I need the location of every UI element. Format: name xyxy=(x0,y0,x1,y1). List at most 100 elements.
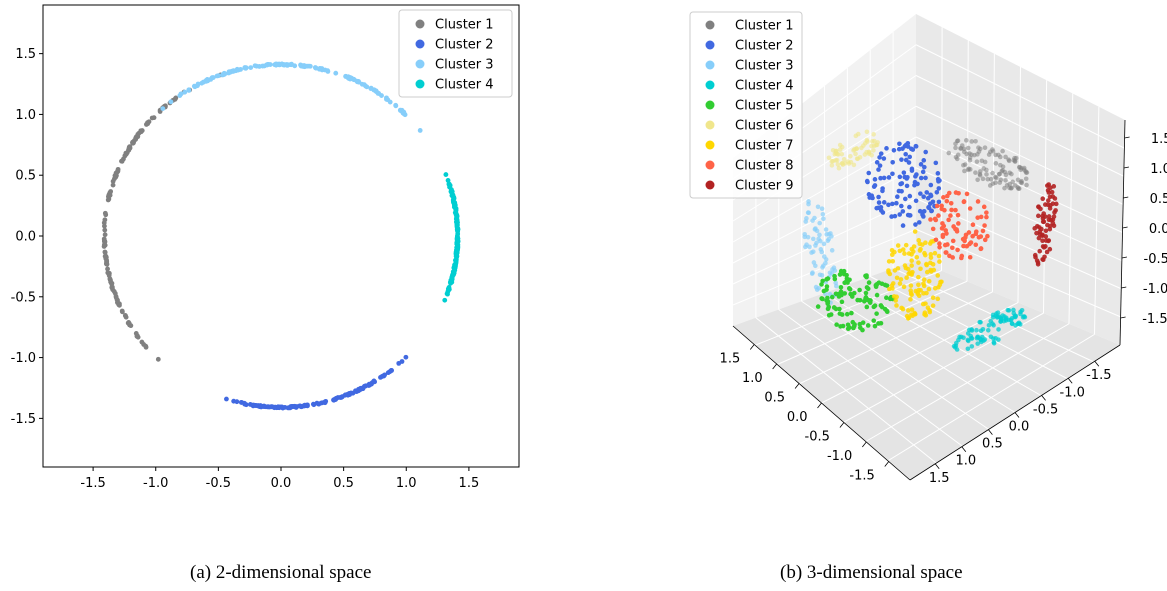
data-point xyxy=(980,176,986,182)
data-point xyxy=(990,147,995,152)
data-point xyxy=(110,182,116,188)
data-point xyxy=(932,250,938,256)
data-point xyxy=(242,400,247,406)
data-point xyxy=(818,238,823,244)
x-tick-label: 1.0 xyxy=(396,476,417,491)
z-tick-mark xyxy=(1124,136,1130,139)
data-point xyxy=(984,172,989,177)
data-point xyxy=(449,188,455,194)
data-point xyxy=(833,280,839,286)
data-point xyxy=(985,327,991,333)
data-point xyxy=(909,258,914,263)
data-point xyxy=(906,160,912,165)
data-point xyxy=(872,177,878,182)
data-point xyxy=(921,194,926,200)
data-point xyxy=(178,91,184,97)
data-point xyxy=(905,174,910,180)
data-point xyxy=(333,70,339,76)
data-point xyxy=(978,246,984,251)
data-point xyxy=(809,271,815,276)
data-point xyxy=(844,276,850,281)
data-point xyxy=(991,336,996,341)
data-point xyxy=(871,132,876,137)
data-point xyxy=(880,188,885,194)
data-point xyxy=(928,252,934,257)
data-point xyxy=(965,145,971,151)
data-point xyxy=(1052,210,1057,215)
data-point xyxy=(934,189,940,195)
data-point xyxy=(887,271,893,277)
data-point xyxy=(345,74,351,80)
data-point xyxy=(1003,154,1008,160)
data-point xyxy=(903,151,908,157)
legend-frame xyxy=(689,11,803,199)
data-point xyxy=(894,275,900,281)
data-point xyxy=(918,246,923,252)
data-point xyxy=(368,85,374,91)
z-tick-mark xyxy=(1123,166,1130,169)
points-2d xyxy=(101,61,461,411)
data-point xyxy=(252,63,258,69)
x-tick-label: -0.5 xyxy=(206,476,231,491)
z-tick-mark xyxy=(1123,196,1129,199)
data-point xyxy=(443,172,449,177)
data-point xyxy=(930,262,936,267)
data-point xyxy=(920,301,926,307)
data-point xyxy=(841,268,847,274)
data-point xyxy=(1036,235,1042,241)
data-point xyxy=(909,168,915,173)
data-point xyxy=(907,193,913,199)
data-point xyxy=(322,399,327,405)
data-point xyxy=(106,193,112,199)
data-point xyxy=(921,277,927,282)
data-point xyxy=(824,284,830,289)
data-point xyxy=(925,305,931,311)
data-point xyxy=(1038,206,1043,212)
data-point xyxy=(955,247,960,253)
data-point xyxy=(909,263,914,268)
data-point xyxy=(956,221,961,226)
data-point xyxy=(1022,314,1028,320)
data-point xyxy=(1039,226,1044,232)
data-point xyxy=(186,87,192,93)
x-tick-label: -1.5 xyxy=(80,476,105,491)
z-tick-label: -0.5 xyxy=(1144,252,1167,267)
data-point xyxy=(823,260,828,266)
data-point xyxy=(980,228,986,234)
data-point xyxy=(953,207,958,213)
data-point xyxy=(936,213,941,218)
data-point xyxy=(874,281,880,287)
data-point xyxy=(450,271,456,277)
axis-z xyxy=(1119,119,1126,346)
data-point xyxy=(802,231,808,237)
data-point xyxy=(890,171,895,177)
legend-label: Cluster 1 xyxy=(735,19,794,34)
data-point xyxy=(877,163,883,168)
data-point xyxy=(877,155,882,160)
data-point xyxy=(102,223,107,229)
data-point xyxy=(969,344,975,349)
data-point xyxy=(907,154,913,160)
data-point xyxy=(886,202,891,208)
data-point xyxy=(922,252,928,258)
left-axis-tick-label: 0.5 xyxy=(764,390,785,405)
data-point xyxy=(127,145,133,151)
data-point xyxy=(316,401,322,407)
data-point xyxy=(842,280,847,286)
data-point xyxy=(1024,182,1029,188)
grid-line xyxy=(732,105,917,222)
data-point xyxy=(113,294,119,299)
data-point xyxy=(856,131,861,137)
caption-3d: (b) 3-dimensional space xyxy=(780,562,963,583)
data-point xyxy=(937,259,942,264)
data-point xyxy=(145,120,150,126)
data-point xyxy=(937,245,942,250)
data-point xyxy=(924,261,929,267)
data-point xyxy=(871,304,877,310)
data-point xyxy=(910,147,916,152)
data-point xyxy=(455,245,461,251)
data-point xyxy=(921,214,926,219)
z-tick-mark xyxy=(1120,316,1126,319)
data-point xyxy=(908,288,913,293)
data-point xyxy=(113,170,119,176)
